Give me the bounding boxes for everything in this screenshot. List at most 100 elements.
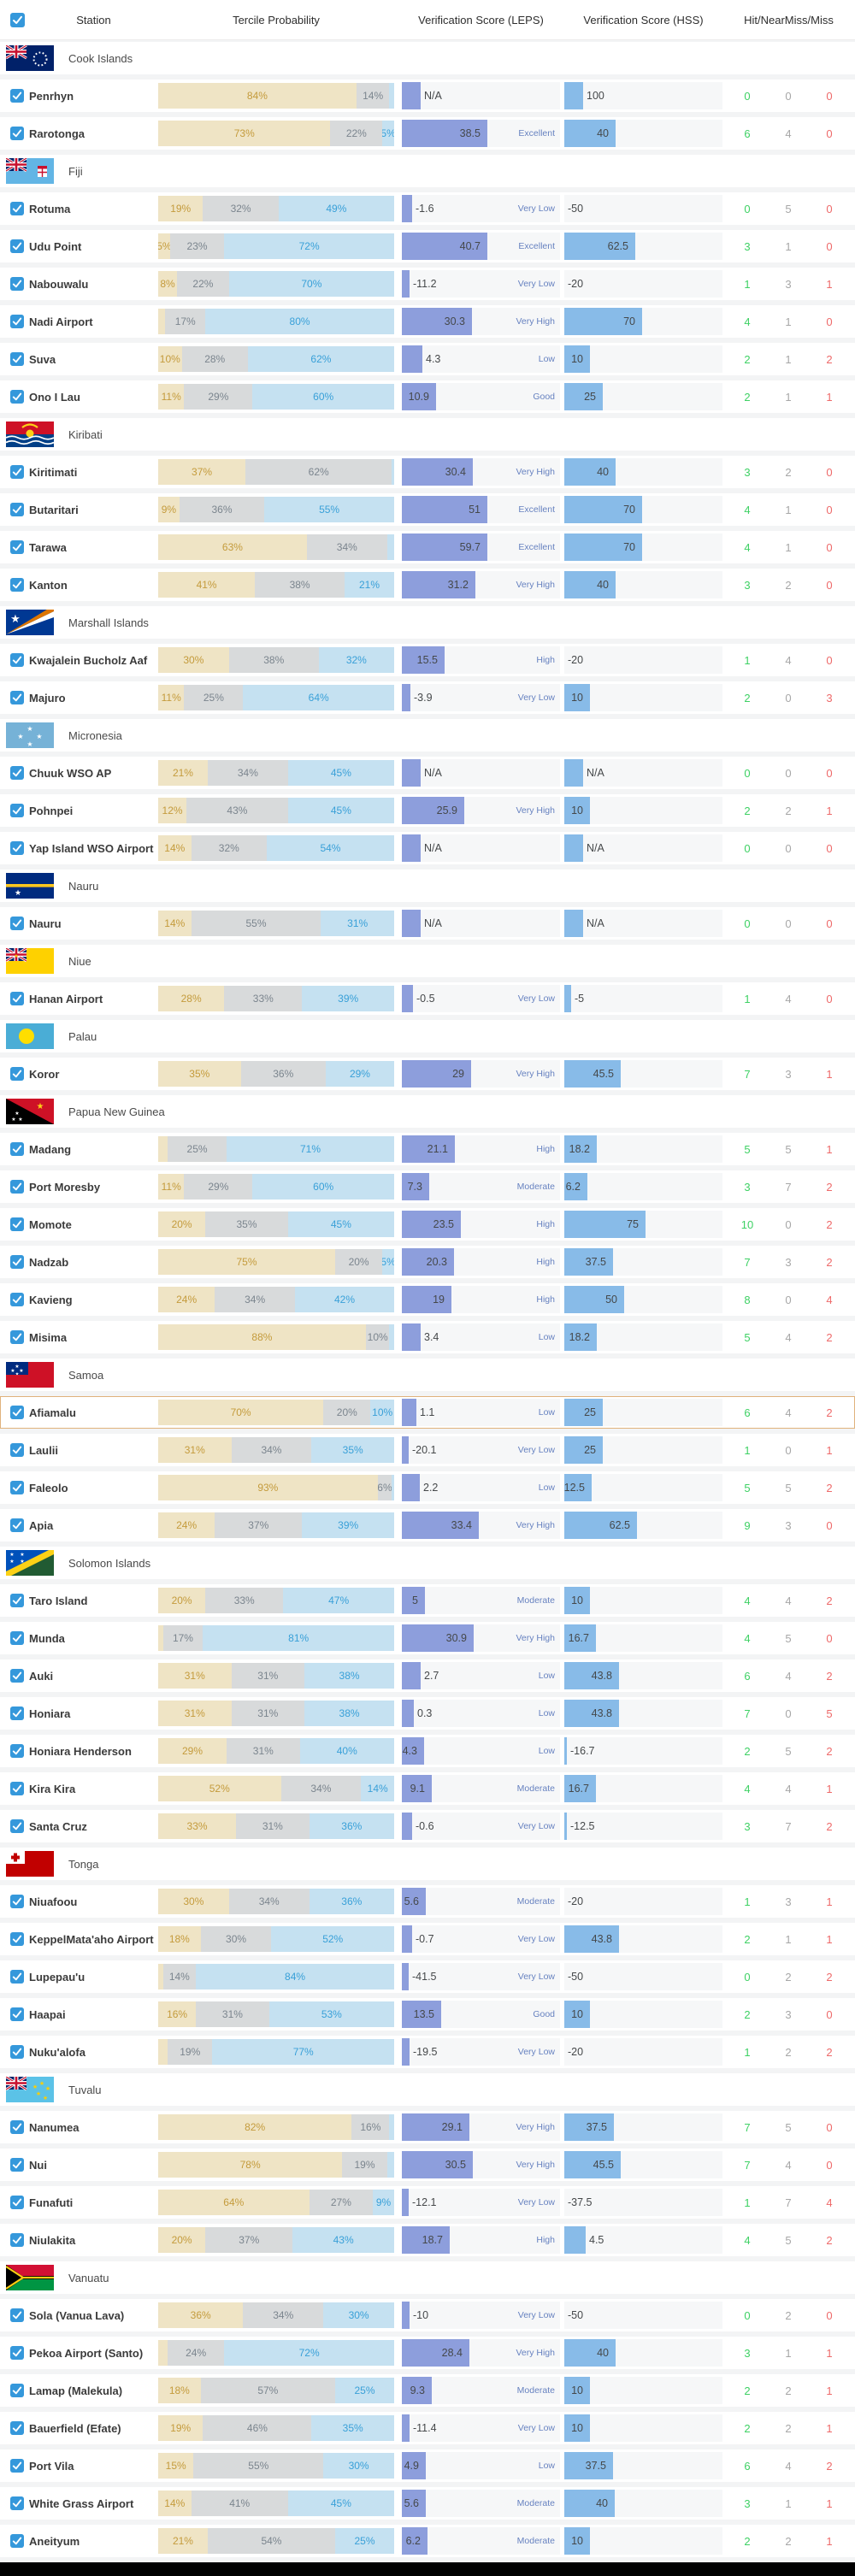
station-row-chuuk-wso-ap[interactable]: Chuuk WSO AP 21% 34% 45% N/A N/A 0 0 0	[0, 757, 855, 789]
station-row-pohnpei[interactable]: Pohnpei 12% 43% 45% 25.9 Very High 10 2 2 1	[0, 794, 855, 827]
station-checkbox[interactable]	[0, 1744, 29, 1758]
station-checkbox[interactable]	[0, 1970, 29, 1984]
station-row-nui[interactable]: Nui 78% 19% 30.5 Very High 45.5 7 4 0	[0, 2149, 855, 2181]
station-row-sola-vanua-lava[interactable]: Sola (Vanua Lava) 36% 34% 30% -10 Very Low -50…	[0, 2299, 855, 2331]
station-checkbox[interactable]	[0, 465, 29, 479]
station-checkbox[interactable]	[0, 239, 29, 253]
station-row-misima[interactable]: Misima 88% 10% 3.4 Low 18.2 5 4 2	[0, 1321, 855, 1353]
station-row-afiamalu[interactable]: Afiamalu 70% 20% 10% 1.1 Low 25 6 4 2	[0, 1396, 855, 1429]
station-row-nabouwalu[interactable]: Nabouwalu 8% 22% 70% -11.2 Very Low -20 1 3 1	[0, 268, 855, 300]
station-checkbox[interactable]	[0, 2233, 29, 2247]
station-checkbox[interactable]	[0, 992, 29, 1005]
station-row-niuafoou[interactable]: Niuafoou 30% 34% 36% 5.6 Moderate -20 1 3 1	[0, 1885, 855, 1918]
select-all-checkbox[interactable]	[0, 12, 29, 27]
station-row-kira-kira[interactable]: Kira Kira 52% 34% 14% 9.1 Moderate 16.7 4 4 1	[0, 1772, 855, 1805]
station-row-white-grass-airport[interactable]: White Grass Airport 14% 41% 45% 5.6 Moderate 4…	[0, 2487, 855, 2520]
station-checkbox[interactable]	[0, 2308, 29, 2322]
station-row-nadi-airport[interactable]: Nadi Airport 17% 80% 30.3 Very High 70 4 1 0	[0, 305, 855, 338]
station-checkbox[interactable]	[0, 2158, 29, 2172]
station-checkbox[interactable]	[0, 1631, 29, 1645]
station-checkbox[interactable]	[0, 841, 29, 855]
station-row-rotuma[interactable]: Rotuma 19% 32% 49% -1.6 Very Low -50 0 5 0	[0, 192, 855, 225]
station-checkbox[interactable]	[0, 804, 29, 817]
station-row-funafuti[interactable]: Funafuti 64% 27% 9% -12.1 Very Low -37.5 1 7 4	[0, 2186, 855, 2219]
station-checkbox[interactable]	[0, 2534, 29, 2548]
station-checkbox[interactable]	[0, 1669, 29, 1683]
station-checkbox[interactable]	[0, 1293, 29, 1306]
station-checkbox[interactable]	[0, 1481, 29, 1494]
station-row-laulii[interactable]: Laulii 31% 34% 35% -20.1 Very Low 25 1 0 1	[0, 1434, 855, 1466]
station-checkbox[interactable]	[0, 2459, 29, 2473]
station-checkbox[interactable]	[0, 2045, 29, 2059]
station-row-lamap-malekula[interactable]: Lamap (Malekula) 18% 57% 25% 9.3 Moderate 10 2 2…	[0, 2374, 855, 2407]
station-checkbox[interactable]	[0, 2120, 29, 2134]
station-checkbox[interactable]	[0, 2196, 29, 2209]
station-row-ono-i-lau[interactable]: Ono I Lau 11% 29% 60% 10.9 Good 25 2 1 1	[0, 380, 855, 413]
station-checkbox[interactable]	[0, 1180, 29, 1194]
station-row-nanumea[interactable]: Nanumea 82% 16% 29.1 Very High 37.5 7 5 0	[0, 2111, 855, 2143]
station-checkbox[interactable]	[0, 578, 29, 592]
station-row-aneityum[interactable]: Aneityum 21% 54% 25% 6.2 Moderate 10 2 2 1	[0, 2525, 855, 2557]
station-row-koror[interactable]: Koror 35% 36% 29% 29 Very High 45.5 7 3 1	[0, 1058, 855, 1090]
station-checkbox[interactable]	[0, 653, 29, 667]
station-row-udu-point[interactable]: Udu Point 5%23%72% 40.7 Excellent 62.5 3 1 0	[0, 230, 855, 262]
station-checkbox[interactable]	[0, 2007, 29, 2021]
station-row-tarawa[interactable]: Tarawa 63% 34% 59.7 Excellent 70 4 1 0	[0, 531, 855, 563]
station-checkbox[interactable]	[0, 1142, 29, 1156]
station-row-kavieng[interactable]: Kavieng 24% 34% 42% 19 High 50 8 0 4	[0, 1283, 855, 1316]
station-row-momote[interactable]: Momote 20% 35% 45% 23.5 High 75 10 0 2	[0, 1208, 855, 1241]
station-row-haapai[interactable]: Haapai 16% 31% 53% 13.5 Good 10 2 3 0	[0, 1998, 855, 2031]
station-checkbox[interactable]	[0, 2421, 29, 2435]
station-row-keppelmata-aho-airport[interactable]: KeppelMata'aho Airport 18% 30% 52% -0.7 Very …	[0, 1923, 855, 1955]
station-checkbox[interactable]	[0, 540, 29, 554]
station-row-pekoa-airport-santo[interactable]: Pekoa Airport (Santo) 24% 72% 28.4 Very High…	[0, 2337, 855, 2369]
station-row-hanan-airport[interactable]: Hanan Airport 28% 33% 39% -0.5 Very Low -5 1 4 0	[0, 982, 855, 1015]
station-checkbox[interactable]	[0, 1707, 29, 1720]
station-row-honiara-henderson[interactable]: Honiara Henderson 29% 31% 40% 4.3 Low -16.7 2 5 2	[0, 1735, 855, 1767]
station-checkbox[interactable]	[0, 917, 29, 930]
station-row-auki[interactable]: Auki 31% 31% 38% 2.7 Low 43.8 6 4 2	[0, 1659, 855, 1692]
station-checkbox[interactable]	[0, 1255, 29, 1269]
station-checkbox[interactable]	[0, 202, 29, 215]
station-checkbox[interactable]	[0, 2384, 29, 2397]
station-row-lupepau-u[interactable]: Lupepau'u 14% 84% -41.5 Very Low -50 0 2 2	[0, 1960, 855, 1993]
station-checkbox[interactable]	[0, 766, 29, 780]
station-checkbox[interactable]	[0, 1895, 29, 1908]
station-row-port-moresby[interactable]: Port Moresby 11% 29% 60% 7.3 Moderate 6.2 3 7 2	[0, 1170, 855, 1203]
station-checkbox[interactable]	[0, 503, 29, 516]
station-row-faleolo[interactable]: Faleolo 93% 6% 2.2 Low 12.5 5 5 2	[0, 1471, 855, 1504]
station-checkbox[interactable]	[0, 315, 29, 328]
station-checkbox[interactable]	[0, 1217, 29, 1231]
station-row-yap-island-wso-airport[interactable]: Yap Island WSO Airport 14% 32% 54% N/A N/A 0 0 0	[0, 832, 855, 864]
station-row-nadzab[interactable]: Nadzab 75%20%5% 20.3 High 37.5 7 3 2	[0, 1246, 855, 1278]
station-row-kwajalein-bucholz-aaf[interactable]: Kwajalein Bucholz Aaf 30% 38% 32% 15.5 High -2…	[0, 644, 855, 676]
station-row-apia[interactable]: Apia 24% 37% 39% 33.4 Very High 62.5 9 3 0	[0, 1509, 855, 1541]
station-row-kanton[interactable]: Kanton 41% 38% 21% 31.2 Very High 40 3 2 0	[0, 569, 855, 601]
station-checkbox[interactable]	[0, 89, 29, 103]
station-checkbox[interactable]	[0, 1518, 29, 1532]
station-checkbox[interactable]	[0, 1819, 29, 1833]
station-checkbox[interactable]	[0, 1443, 29, 1457]
station-row-suva[interactable]: Suva 10% 28% 62% 4.3 Low 10 2 1 2	[0, 343, 855, 375]
station-row-honiara[interactable]: Honiara 31% 31% 38% 0.3 Low 43.8 7 0 5	[0, 1697, 855, 1730]
station-checkbox[interactable]	[0, 1406, 29, 1419]
station-checkbox[interactable]	[0, 127, 29, 140]
station-row-santa-cruz[interactable]: Santa Cruz 33% 31% 36% -0.6 Very Low -12.5 3 7 2	[0, 1810, 855, 1842]
station-checkbox[interactable]	[0, 691, 29, 704]
station-checkbox[interactable]	[0, 1782, 29, 1795]
station-row-port-vila[interactable]: Port Vila 15% 55% 30% 4.9 Low 37.5 6 4 2	[0, 2449, 855, 2482]
station-checkbox[interactable]	[0, 1330, 29, 1344]
station-row-nauru[interactable]: Nauru 14% 55% 31% N/A N/A 0 0 0	[0, 907, 855, 940]
station-row-niulakita[interactable]: Niulakita 20% 37% 43% 18.7 High 4.5 4 5 2	[0, 2224, 855, 2256]
station-checkbox[interactable]	[0, 2346, 29, 2360]
station-row-madang[interactable]: Madang 25% 71% 21.1 High 18.2 5 5 1	[0, 1133, 855, 1165]
station-row-kiritimati[interactable]: Kiritimati 37% 62% 30.4 Very High 40 3 2 0	[0, 456, 855, 488]
station-row-majuro[interactable]: Majuro 11% 25% 64% -3.9 Very Low 10 2 0 3	[0, 681, 855, 714]
station-checkbox[interactable]	[0, 1067, 29, 1081]
station-row-taro-island[interactable]: Taro Island 20% 33% 47% 5 Moderate 10 4 4 2	[0, 1584, 855, 1617]
station-row-nuku-alofa[interactable]: Nuku'alofa 19% 77% -19.5 Very Low -20 1 2 2	[0, 2036, 855, 2068]
station-row-munda[interactable]: Munda 17% 81% 30.9 Very High 16.7 4 5 0	[0, 1622, 855, 1654]
station-checkbox[interactable]	[0, 277, 29, 291]
station-checkbox[interactable]	[0, 1932, 29, 1946]
